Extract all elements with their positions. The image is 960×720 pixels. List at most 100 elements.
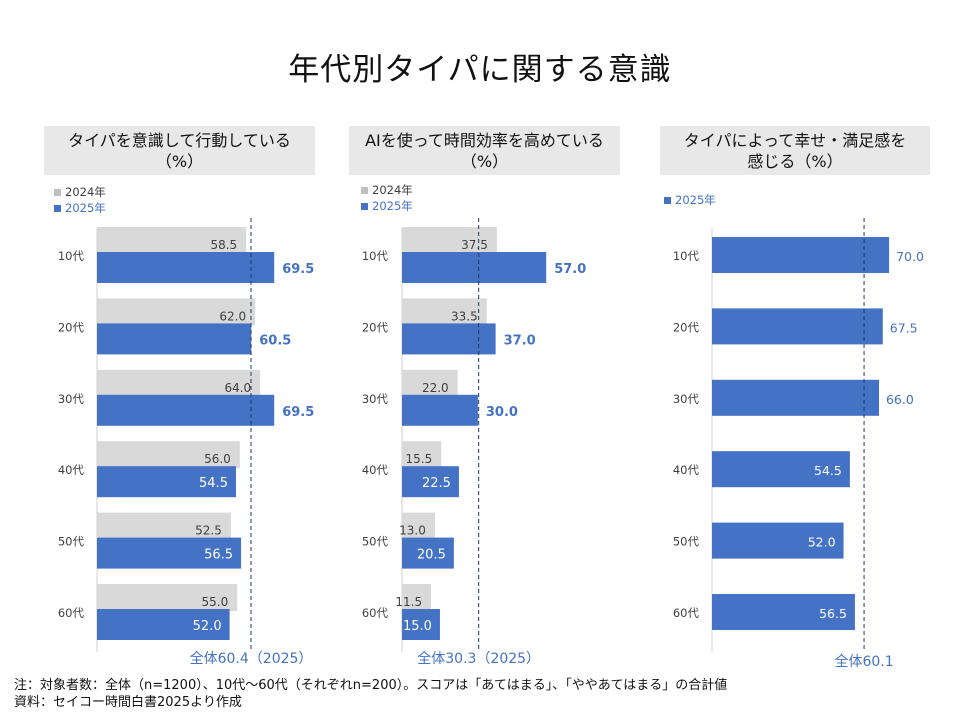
panel-header-happiness: タイパによって幸せ・満足感を 感じる（%） [660,126,930,175]
reference-label: 全体60.1 [834,653,893,670]
reference-label: 全体30.3（2025） [417,650,540,667]
data-label-2025: 70.0 [896,249,924,264]
category-label: 50代 [362,535,389,549]
bar-2025 [402,537,454,569]
data-label-2024: 56.0 [204,452,231,466]
category-label: 50代 [673,535,700,549]
data-label-2025: 52.0 [193,619,222,634]
category-label: 10代 [673,249,700,263]
data-label-2024: 33.5 [451,309,478,323]
bar-2024 [97,227,247,254]
data-label-2025: 56.5 [819,606,847,621]
legend-swatch-2025 [664,196,671,204]
bar-2025 [712,594,855,630]
panel-header-line1: タイパを意識して行動している [68,130,291,150]
legend-swatch-2024 [54,188,61,196]
panel-header-line2: （%） [155,151,204,171]
data-label-2024: 52.5 [195,524,222,538]
data-label-2025: 30.0 [486,405,518,420]
legend-panel-3: 2025年 [664,192,716,208]
bar-2025 [402,252,547,283]
legend-swatch-2025 [361,202,368,210]
bar-2025 [97,609,230,640]
data-label-2025: 69.5 [282,405,314,420]
data-label-2025: 57.0 [554,262,586,277]
legend-label-2024: 2024年 [65,185,106,199]
legend-swatch-2025 [54,204,61,212]
category-label: 40代 [362,463,389,477]
bar-2025 [402,323,496,355]
bar-2025 [712,308,883,345]
bar-2025 [402,466,459,498]
data-label-2024: 62.0 [219,309,246,323]
data-label-2024: 37.5 [461,238,488,252]
bar-2024 [97,512,231,540]
bar-2025 [712,451,850,488]
legend-label-2025: 2025年 [675,193,716,207]
legend-label-2025: 2025年 [65,201,106,215]
bar-2025 [402,609,440,640]
category-label: 20代 [362,320,389,334]
data-label-2025: 54.5 [814,463,842,478]
bar-2025 [97,323,252,355]
category-label: 10代 [58,249,85,263]
category-label: 60代 [362,606,389,620]
data-label-2025: 54.5 [199,476,228,491]
category-label: 20代 [58,320,85,334]
data-label-2024: 13.0 [399,524,426,538]
bar-2025 [712,379,879,416]
bar-2024 [402,298,487,326]
page-title: 年代別タイパに関する意識 [288,52,672,88]
footnote: 注：対象者数：全体（n=1200）、10代～60代（それぞれn=200）。スコア… [14,678,728,693]
data-label-2024: 55.0 [202,595,229,609]
legend-panel-1: 2024年 2025年 [54,184,106,216]
data-label-2025: 56.5 [204,548,233,563]
data-label-2025: 15.0 [403,619,432,634]
bar-2024 [97,369,261,397]
category-label: 40代 [673,463,700,477]
bar-2024 [97,298,256,326]
category-label: 30代 [673,392,700,406]
data-label-2025: 52.0 [808,535,836,550]
bar-2025 [402,394,478,426]
bar-2025 [97,252,275,283]
category-label: 50代 [58,535,85,549]
data-label-2025: 20.5 [417,548,446,563]
data-label-2025: 69.5 [282,262,314,277]
category-label: 30代 [58,392,85,406]
data-label-2025: 37.0 [504,333,536,348]
bar-2024 [402,512,435,540]
data-label-2024: 58.5 [210,238,237,252]
category-label: 20代 [673,320,700,334]
legend-swatch-2024 [361,186,368,194]
category-label: 60代 [673,606,700,620]
panel-header-line1: タイパによって幸せ・満足感を [683,130,907,150]
data-label-2024: 64.0 [224,381,251,395]
data-label-2025: 22.5 [422,476,451,491]
panel-header-line2: （%） [460,151,509,171]
reference-label: 全体60.4（2025） [190,650,313,667]
category-label: 10代 [362,249,389,263]
source-note: 資料：セイコー時間白書2025より作成 [14,695,242,710]
data-label-2025: 60.5 [259,333,291,348]
bar-2024 [402,584,432,611]
legend-label-2024: 2024年 [372,183,413,197]
data-label-2024: 22.0 [422,381,449,395]
panel-header-line2: 感じる（%） [747,151,843,171]
category-label: 40代 [58,463,85,477]
bar-2025 [97,394,275,426]
bar-2024 [402,227,497,254]
data-label-2025: 67.5 [890,320,918,335]
category-label: 30代 [362,392,389,406]
panel-header-awareness: タイパを意識して行動している （%） [44,126,315,175]
bar-2025 [712,522,844,559]
data-label-2024: 11.5 [395,595,422,609]
bar-2024 [402,369,458,397]
data-label-2025: 66.0 [886,392,914,407]
panel-header-line1: AIを使って時間効率を高めている [365,130,604,150]
bar-2025 [97,537,242,569]
legend-label-2025: 2025年 [372,199,413,213]
